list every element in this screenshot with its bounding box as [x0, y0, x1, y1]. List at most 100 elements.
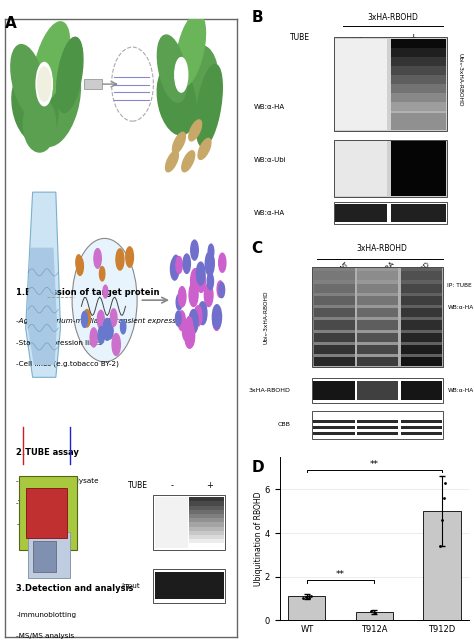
Ellipse shape [165, 150, 178, 172]
Bar [28, 532, 70, 578]
Bar [334, 202, 447, 224]
Bar [313, 432, 355, 435]
Circle shape [208, 244, 214, 259]
Circle shape [217, 281, 223, 297]
Bar [190, 514, 224, 518]
Bar [391, 48, 447, 57]
Ellipse shape [31, 53, 81, 147]
Text: -TUBE pulldown: -TUBE pulldown [16, 500, 73, 506]
Bar [154, 568, 226, 602]
Ellipse shape [11, 44, 45, 118]
Circle shape [208, 253, 214, 269]
Bar [401, 308, 442, 318]
Circle shape [38, 67, 51, 102]
Text: +: + [206, 481, 212, 490]
Text: D: D [251, 460, 264, 475]
Circle shape [178, 287, 186, 307]
Bar [401, 426, 442, 429]
Bar [314, 271, 355, 280]
Circle shape [103, 318, 111, 340]
Bar [391, 93, 447, 102]
Bar [391, 57, 447, 66]
Text: -Immunoblotting: -Immunoblotting [16, 612, 76, 618]
Bar [401, 268, 442, 367]
Text: -MS/MS analysis: -MS/MS analysis [16, 633, 74, 640]
Text: TUBE: TUBE [128, 481, 148, 490]
Bar [391, 111, 447, 120]
Bar [190, 497, 224, 502]
Bar [288, 597, 326, 620]
Circle shape [219, 253, 226, 272]
Bar [313, 420, 355, 423]
Bar [312, 378, 443, 403]
Text: WB:α-HA: WB:α-HA [254, 104, 284, 111]
Circle shape [176, 257, 182, 273]
Circle shape [207, 273, 213, 290]
Circle shape [191, 240, 198, 260]
Bar [154, 494, 226, 550]
Ellipse shape [196, 64, 222, 147]
Circle shape [197, 269, 205, 293]
Ellipse shape [157, 64, 196, 135]
Circle shape [76, 257, 83, 275]
Circle shape [110, 309, 117, 327]
Bar [423, 511, 461, 620]
Text: TUBE: TUBE [291, 33, 310, 42]
Text: 3xHA-RBOHD: 3xHA-RBOHD [248, 388, 291, 393]
Bar [391, 102, 447, 111]
Circle shape [194, 305, 202, 326]
Bar [401, 320, 442, 330]
Text: WB:α-HA: WB:α-HA [447, 305, 474, 310]
Bar [314, 296, 355, 305]
Circle shape [36, 62, 52, 105]
Bar [314, 332, 355, 342]
Bar [312, 412, 443, 439]
Bar [357, 268, 398, 367]
Circle shape [213, 309, 220, 331]
Bar [391, 39, 447, 48]
Bar [401, 271, 442, 280]
Bar [314, 345, 355, 354]
Text: -: - [359, 33, 362, 42]
Circle shape [126, 247, 134, 267]
Circle shape [94, 249, 101, 268]
Text: B: B [251, 10, 263, 24]
Bar [357, 381, 398, 400]
Bar [391, 84, 447, 93]
Bar [391, 75, 447, 84]
Circle shape [186, 316, 192, 334]
Bar [356, 611, 393, 620]
Bar [155, 497, 188, 548]
Bar [334, 140, 447, 197]
Bar [190, 531, 224, 535]
Bar [401, 358, 442, 367]
Text: 1.Expression of target protein: 1.Expression of target protein [16, 288, 160, 297]
Bar [190, 502, 224, 505]
Circle shape [84, 309, 90, 327]
Bar [313, 381, 355, 400]
Bar [190, 527, 224, 531]
Circle shape [76, 255, 82, 269]
Bar [357, 358, 398, 367]
Polygon shape [26, 192, 61, 377]
Circle shape [98, 327, 105, 344]
Bar [401, 345, 442, 354]
Polygon shape [27, 248, 57, 365]
Text: -Cell lines (e.g.tobacco BY-2): -Cell lines (e.g.tobacco BY-2) [16, 361, 119, 367]
Text: T912A: T912A [375, 261, 396, 281]
Circle shape [116, 249, 124, 270]
Bar [314, 308, 355, 318]
Bar [335, 39, 387, 129]
Bar [391, 66, 447, 75]
Circle shape [103, 285, 108, 298]
Text: WT: WT [338, 261, 351, 273]
Circle shape [172, 255, 180, 276]
Bar [357, 345, 398, 354]
Ellipse shape [33, 22, 70, 103]
Text: CBB: CBB [278, 422, 291, 428]
Bar [190, 518, 224, 522]
Ellipse shape [173, 45, 218, 129]
Bar [314, 358, 355, 367]
Circle shape [219, 282, 225, 298]
Text: -Stable expression lines: -Stable expression lines [16, 340, 102, 346]
